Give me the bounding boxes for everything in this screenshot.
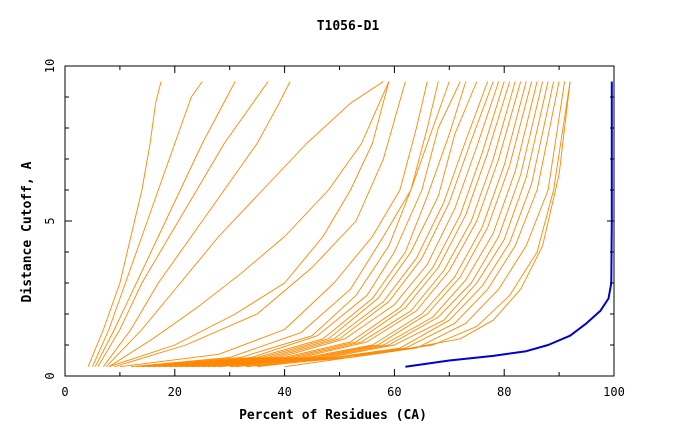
y-tick-label: 10	[43, 59, 57, 73]
x-tick-label: 80	[497, 385, 511, 399]
model-series-line-5	[105, 81, 384, 368]
model-series-line-7	[108, 81, 390, 368]
y-tick-label: 5	[43, 217, 57, 224]
chart-title: T1056-D1	[317, 19, 380, 34]
highlight-series-line	[405, 81, 613, 368]
model-series-line-6	[108, 81, 390, 368]
model-series-line-13	[147, 81, 467, 368]
x-tick-label: 40	[277, 385, 291, 399]
ticks-layer: 0 20 40 60 80 100 0 5 10	[43, 59, 625, 399]
x-tick-label: 0	[61, 385, 68, 399]
model-series-line-8	[114, 81, 406, 368]
model-series-line-25	[213, 81, 544, 368]
model-series-line-31	[284, 81, 571, 368]
model-series-line-19	[180, 81, 511, 368]
model-series-line-1	[92, 81, 203, 367]
model-series-line-3	[97, 81, 269, 367]
model-series-line-12	[141, 81, 461, 368]
model-series-line-18	[174, 81, 505, 368]
model-series-line-20	[185, 81, 516, 368]
model-series-line-9	[119, 81, 428, 368]
series-layer	[87, 81, 613, 368]
model-series-line-22	[196, 81, 527, 368]
model-series-line-27	[229, 81, 555, 368]
model-series-line-14	[152, 81, 478, 368]
model-series-line-30	[257, 81, 571, 368]
model-series-line-17	[169, 81, 500, 368]
model-series-line-0	[87, 81, 162, 367]
model-series-line-23	[202, 81, 533, 368]
model-series-line-10	[130, 81, 439, 368]
model-series-line-4	[103, 81, 291, 367]
model-series-line-26	[218, 81, 549, 368]
model-series-line-16	[163, 81, 494, 368]
model-series-line-2	[94, 81, 236, 367]
x-tick-label: 100	[603, 385, 625, 399]
x-axis-label: Percent of Residues (CA)	[239, 408, 427, 423]
model-series-line-11	[136, 81, 450, 368]
y-tick-label: 0	[43, 372, 57, 379]
model-series-line-24	[207, 81, 538, 368]
x-tick-label: 60	[387, 385, 401, 399]
x-tick-label: 20	[168, 385, 182, 399]
model-series-line-15	[158, 81, 489, 368]
model-series-line-21	[191, 81, 522, 368]
y-axis-label: Distance Cutoff, A	[20, 161, 35, 302]
